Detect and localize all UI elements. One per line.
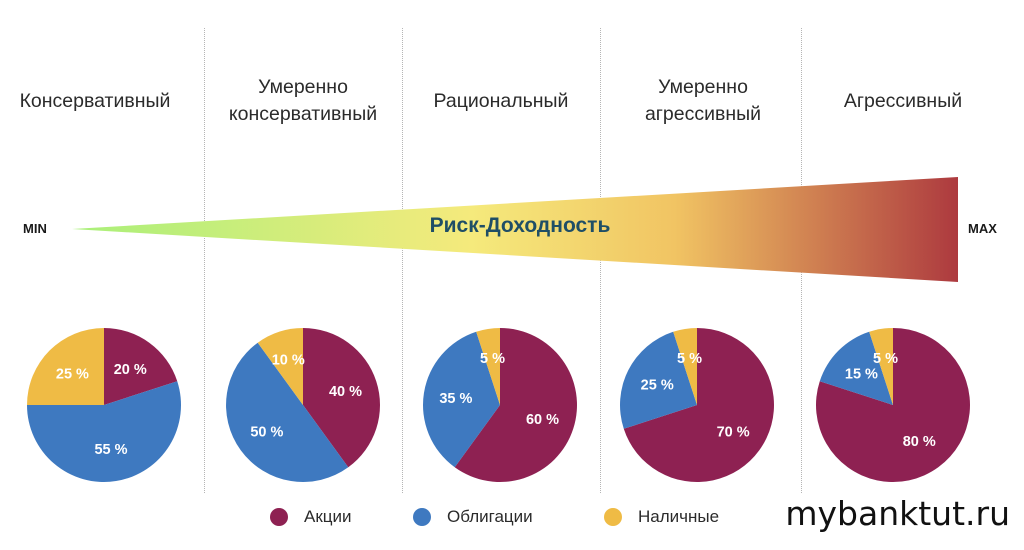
pie-2: 40 % 50 % 10 % [226, 328, 380, 482]
legend-item-stocks: Акции [270, 507, 352, 527]
scale-max-label: MAX [968, 221, 997, 236]
pie-slice-cash [869, 328, 893, 405]
pie-slice-stocks [104, 328, 178, 405]
pie-slice-bonds [620, 331, 697, 429]
pie-slice-cash [476, 328, 500, 405]
slice-label-cash: 25 % [56, 366, 89, 382]
scale-title: Риск-Доходность [429, 214, 611, 237]
scale-min-label: MIN [23, 221, 47, 236]
site-watermark: mybanktut.ru [785, 494, 1010, 533]
pie-slice-cash [673, 328, 697, 405]
slice-label-stocks: 80 % [903, 434, 936, 450]
legend-label-cash: Наличные [638, 507, 720, 526]
slice-label-bonds: 15 % [845, 366, 878, 382]
legend-swatch-stocks [270, 508, 288, 526]
pie-slice-bonds [423, 331, 500, 468]
risk-return-wedge-shape [72, 177, 958, 282]
pie-4: 70 % 25 %5 % [620, 328, 775, 482]
pie-slice-bonds [226, 342, 349, 482]
legend: Акции Облигации Наличные [0, 507, 1024, 535]
profile-title-rational: Рациональный [433, 90, 569, 112]
slice-label-cash: 10 % [272, 353, 305, 369]
column-divider [402, 28, 403, 493]
slice-label-bonds: 50 % [250, 424, 283, 440]
slice-label-stocks: 70 % [717, 424, 750, 440]
slice-label-bonds: 25 % [641, 378, 674, 394]
profile-title-aggressive: Агрессивный [843, 90, 963, 112]
legend-swatch-cash [604, 508, 622, 526]
profile-title-moderately-aggressive: Умеренно агрессивный [644, 76, 762, 125]
profile-title-conservative: Консервативный [19, 90, 171, 112]
legend-label-bonds: Облигации [447, 507, 533, 526]
slice-label-bonds: 55 % [94, 442, 127, 458]
slice-label-cash: 5 % [677, 351, 702, 367]
pie-1: 20 % 55 % 25 % [27, 328, 181, 483]
pie-slice-bonds [819, 331, 893, 405]
pie-slice-stocks [303, 328, 380, 468]
pie-5: 80 % 15 %5 % [816, 328, 970, 482]
legend-item-bonds: Облигации [413, 507, 533, 527]
pie-slice-stocks [454, 328, 577, 482]
legend-label-stocks: Акции [304, 507, 352, 526]
slice-label-stocks: 60 % [526, 412, 559, 428]
pie-slice-cash [257, 328, 303, 405]
slice-label-bonds: 35 % [439, 391, 472, 407]
allocation-pies: 20 % 55 % 25 % 40 % 50 % 10 % 60 % 35 % 5 % 70 % 2… [27, 328, 970, 483]
pie-slice-bonds [27, 381, 181, 483]
pie-3: 60 % 35 % 5 % [423, 328, 577, 482]
legend-swatch-bonds [413, 508, 431, 526]
slice-label-stocks: 40 % [329, 384, 362, 400]
slice-label-cash: 5 % [873, 351, 898, 367]
slice-label-stocks: 20 % [114, 362, 147, 378]
slice-label-cash: 5 % [480, 351, 505, 367]
pie-slice-cash [27, 328, 104, 405]
legend-item-cash: Наличные [604, 507, 719, 527]
risk-return-wedge [72, 177, 958, 282]
pie-slice-stocks [623, 328, 775, 482]
column-divider [204, 28, 205, 493]
profile-title-moderately-conservative: Умеренно консервативный [228, 76, 378, 125]
